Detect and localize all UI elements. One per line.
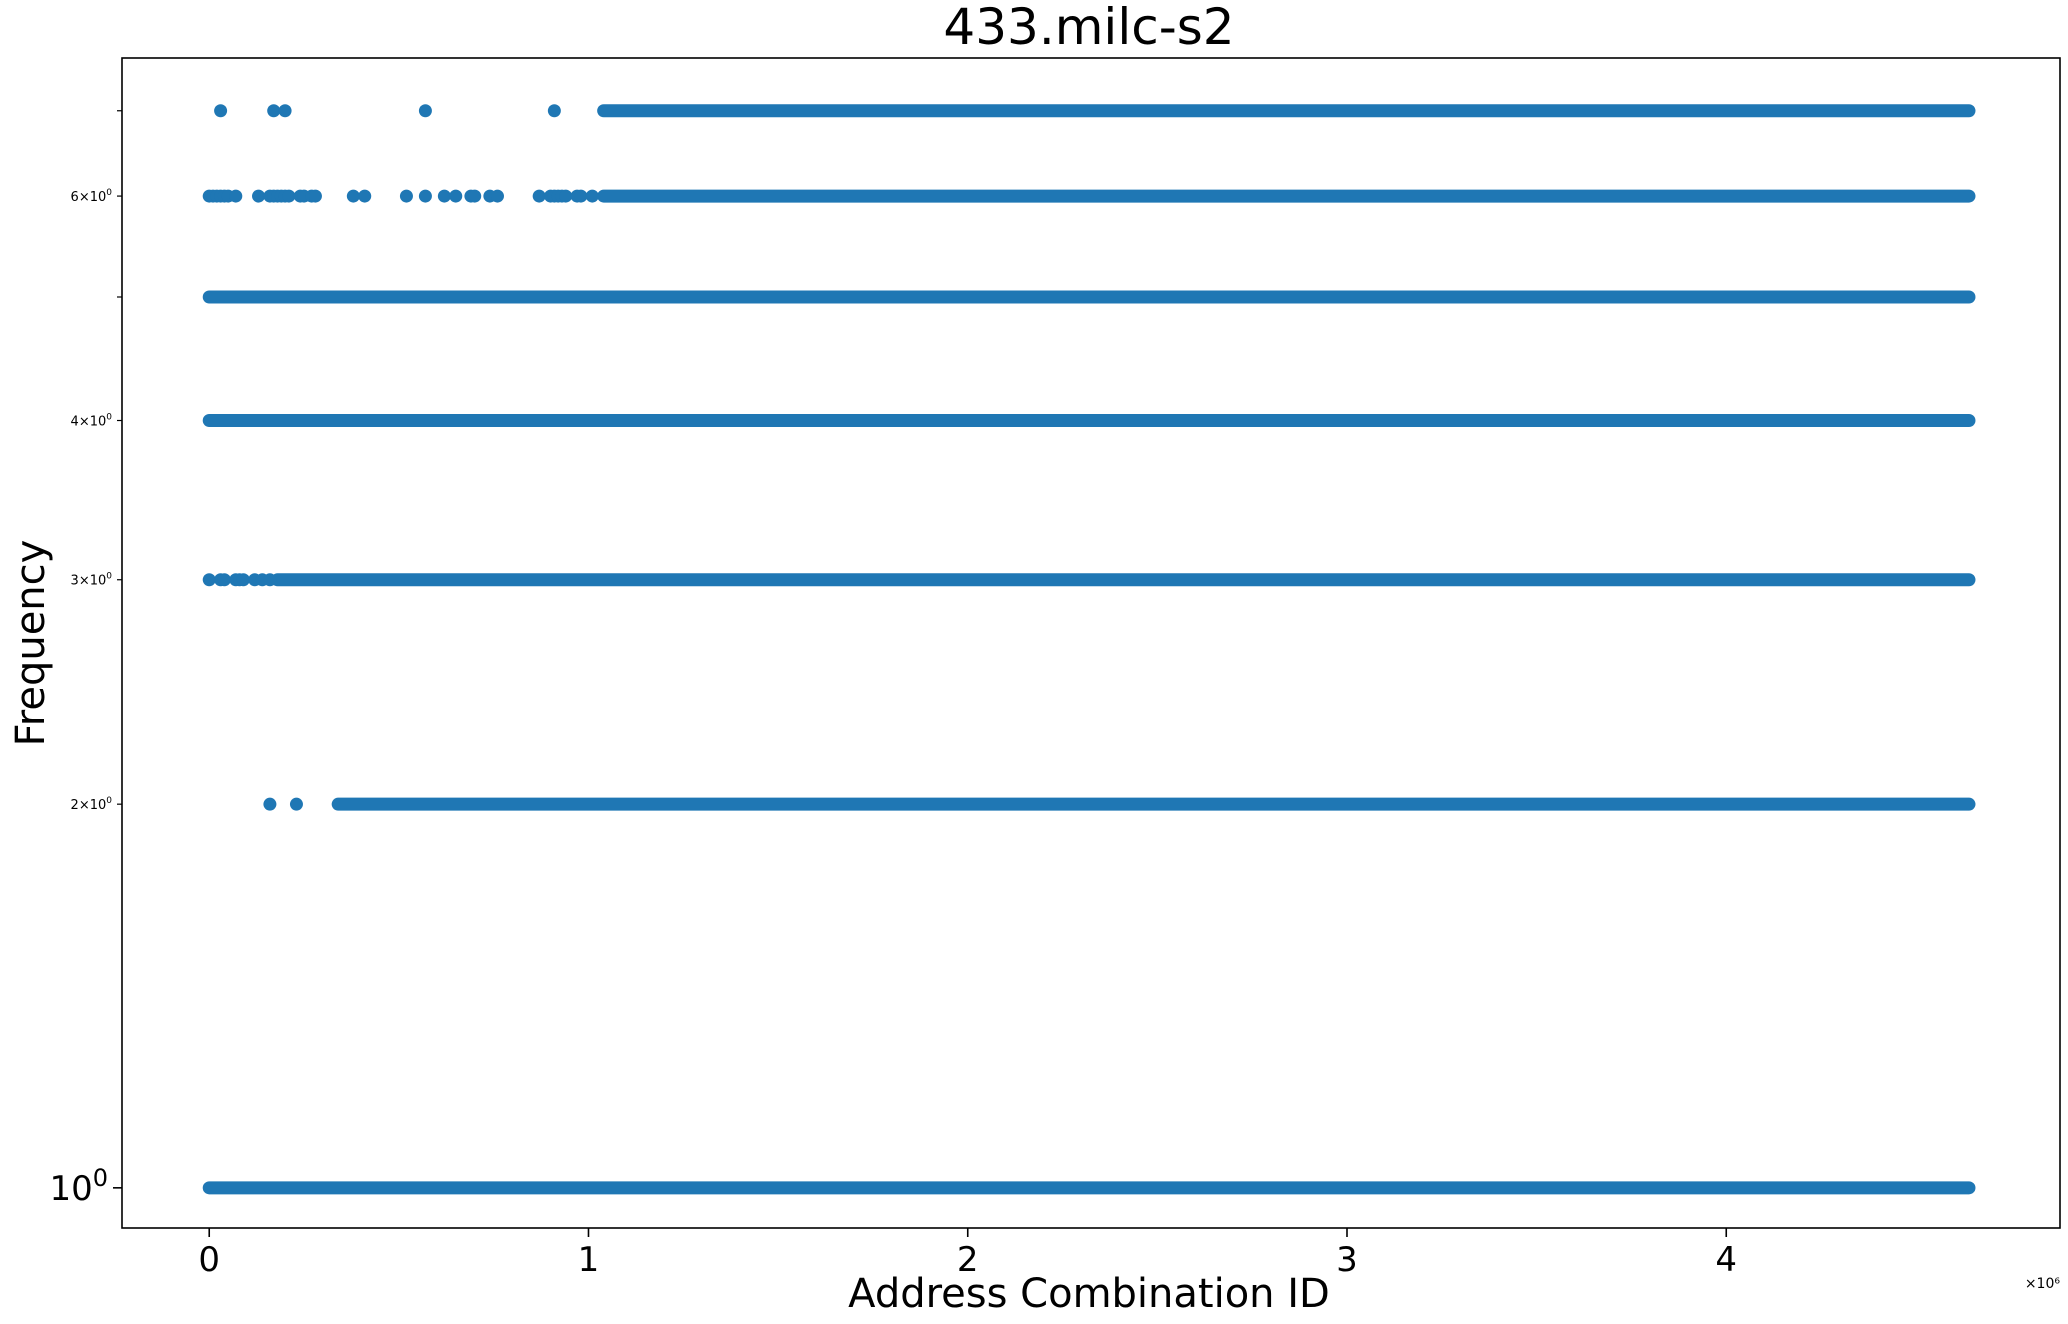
point-band-freq-1-0: [202, 1181, 1976, 1195]
data-point-freq-7-0: [214, 104, 228, 118]
data-point-freq-6-7: [252, 189, 266, 203]
data-point-freq-3-0: [202, 573, 216, 587]
data-point-freq-6-17: [308, 189, 322, 203]
data-point-freq-6-6: [229, 189, 243, 203]
point-band-freq-7-0: [597, 104, 1976, 118]
x-axis-ticks: 0 1 2 3 4: [198, 1228, 1737, 1280]
y-minor-tick-label-2: 4×100: [71, 413, 113, 430]
point-band-freq-2-0: [331, 797, 1976, 811]
data-point-freq-6-23: [449, 189, 463, 203]
data-point-freq-6-18: [346, 189, 360, 203]
data-point-freq-6-13: [282, 189, 296, 203]
data-point-freq-3-8: [263, 573, 277, 587]
point-band-freq-4-0: [202, 414, 1976, 428]
data-point-freq-6-20: [399, 189, 413, 203]
data-point-freq-6-27: [490, 189, 504, 203]
x-tick-label-2: 2: [957, 1240, 979, 1280]
point-band-freq-6-0: [597, 189, 1976, 203]
data-point-freq-3-5: [236, 573, 250, 587]
data-point-freq-7-1: [267, 104, 281, 118]
data-point-freq-2-1: [289, 797, 303, 811]
point-band-freq-5-0: [202, 290, 1976, 304]
x-tick-label-1: 1: [578, 1240, 600, 1280]
x-axis-scale-label: ×10⁶: [2025, 1276, 2061, 1292]
plot-frame: [121, 57, 2061, 1229]
data-point-freq-6-35: [574, 189, 588, 203]
chart-title: 433.milc-s2: [943, 0, 1234, 56]
y-minor-tick-label-4: 6×100: [71, 188, 113, 205]
x-tick-label-0: 0: [198, 1240, 220, 1280]
data-point-freq-7-3: [418, 104, 432, 118]
point-band-freq-3-0: [270, 573, 1976, 587]
data-point-freq-7-2: [278, 104, 292, 118]
data-point-freq-6-33: [559, 189, 573, 203]
data-point-freq-6-25: [468, 189, 482, 203]
x-axis-label: Address Combination ID: [848, 1271, 1330, 1317]
data-point-freq-2-0: [263, 797, 277, 811]
y-minor-tick-label-1: 3×100: [71, 572, 113, 589]
x-tick-label-4: 4: [1715, 1240, 1737, 1280]
y-axis-ticks: 100 2×100 3×100 4×100 6×100: [49, 110, 122, 1209]
data-point-freq-7-4: [547, 104, 561, 118]
data-point-freq-6-19: [358, 189, 372, 203]
data-point-freq-6-36: [585, 189, 599, 203]
x-tick-label-3: 3: [1336, 1240, 1358, 1280]
y-major-tick-label-0: 100: [49, 1164, 108, 1209]
data-point-freq-3-2: [217, 573, 231, 587]
data-point-freq-6-21: [418, 189, 432, 203]
y-axis-label: Frequency: [8, 540, 54, 747]
data-point-freq-6-22: [437, 189, 451, 203]
data-point-freq-6-28: [532, 189, 546, 203]
y-minor-tick-label-0: 2×100: [71, 796, 113, 813]
data-points: [202, 104, 1976, 1195]
